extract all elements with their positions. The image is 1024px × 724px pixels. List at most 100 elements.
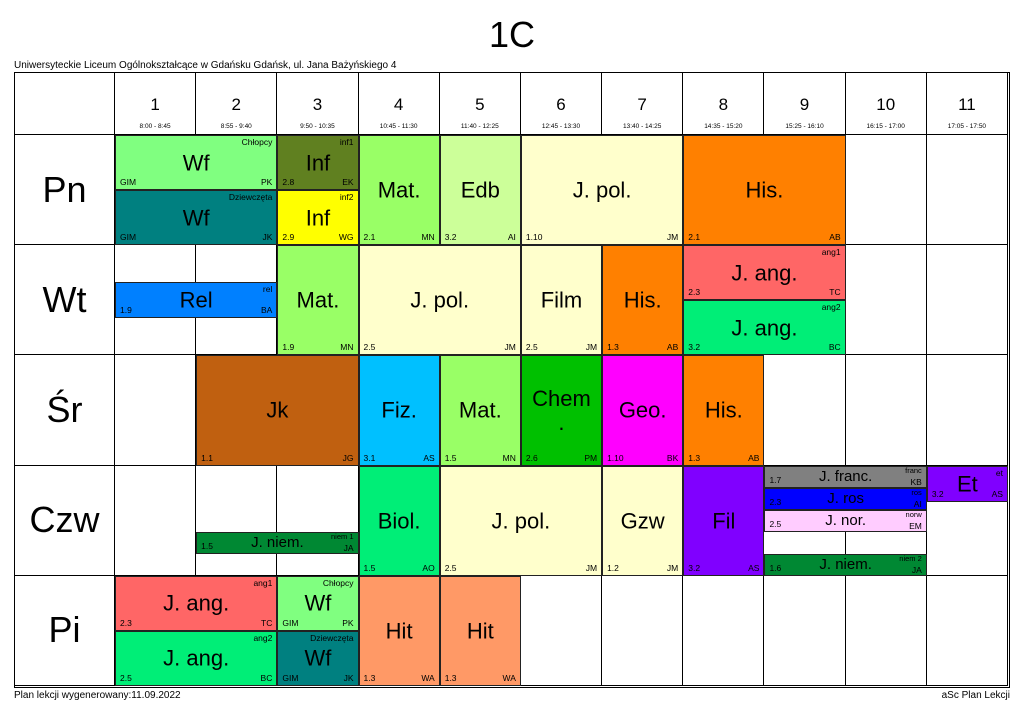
lesson-subject: J. ros: [827, 489, 864, 507]
lesson-block[interactable]: Hit 1.3 WA: [439, 575, 521, 686]
lesson-block[interactable]: Wf GIM PK Chłopcy: [115, 135, 278, 191]
lesson-block[interactable]: J. pol. 2.5 JM: [358, 245, 521, 356]
lesson-block[interactable]: J. pol. 1.10 JM: [520, 135, 684, 246]
lesson-teacher: AS: [748, 562, 760, 573]
lesson-block[interactable]: Edb 3.2 AI: [439, 135, 521, 246]
lesson-block[interactable]: J. franc. 1.7 KB franc: [764, 465, 927, 488]
lesson-block[interactable]: J. nor. 2.5 EM norw: [764, 509, 927, 532]
period-number: 8: [718, 95, 729, 114]
lesson-subject: Jk: [266, 397, 289, 423]
lesson-block[interactable]: Biol. 1.5 AO: [358, 465, 440, 576]
corner-cell: [15, 73, 115, 135]
period-header: 3 9:50 - 10:35: [277, 73, 359, 135]
lesson-block[interactable]: J. ang. 3.2 BC ang2: [683, 300, 846, 356]
lesson-block[interactable]: Fil 3.2 AS: [683, 465, 765, 576]
timetable-cell: [926, 355, 1008, 466]
lesson-room: GIM: [120, 232, 137, 243]
timetable-cell: [845, 135, 927, 246]
lesson-subject: J. ang.: [731, 260, 798, 286]
lesson-block[interactable]: Mat. 1.5 MN: [439, 355, 521, 466]
lesson-block[interactable]: His. 1.3 AB: [683, 355, 765, 466]
period-time: 9:50 - 10:35: [300, 123, 335, 130]
lesson-teacher: PM: [584, 452, 598, 463]
lesson-room: 2.5: [363, 342, 376, 353]
lesson-block[interactable]: Mat. 1.9 MN: [277, 245, 359, 356]
lesson-block[interactable]: J. ang. 2.3 TC ang1: [115, 575, 278, 631]
lesson-teacher: JK: [262, 232, 273, 243]
lesson-block[interactable]: Wf GIM JK Dziewczęta: [115, 190, 278, 246]
lesson-block[interactable]: Geo. 1.10 BK: [602, 355, 684, 466]
lesson-block[interactable]: Wf GIM JK Dziewczęta: [277, 630, 359, 686]
lesson-subject: Fil: [712, 508, 736, 534]
lesson-block[interactable]: Fiz. 3.1 AS: [358, 355, 440, 466]
lesson-teacher: TC: [261, 617, 273, 628]
lesson-block[interactable]: Hit 1.3 WA: [358, 575, 440, 686]
lesson-room: 1.10: [607, 452, 624, 463]
lesson-room: GIM: [282, 617, 299, 628]
day-name: Pn: [42, 168, 87, 210]
lesson-group: norw: [905, 509, 922, 519]
period-number: 4: [393, 95, 404, 114]
lesson-subject: Wf: [182, 150, 210, 175]
lesson-block[interactable]: His. 2.1 AB: [683, 135, 846, 246]
lesson-block[interactable]: Film 2.5 JM: [520, 245, 603, 356]
lesson-block[interactable]: Inf 2.8 EK inf1: [277, 135, 359, 191]
lesson-teacher: JK: [343, 672, 354, 683]
lesson-group: Dziewczęta: [310, 632, 354, 643]
lesson-subject: Inf: [305, 205, 331, 231]
lesson-subject: Mat.: [296, 287, 340, 313]
timetable-cell: [845, 575, 927, 686]
lesson-teacher: JA: [911, 564, 922, 575]
lesson-subject: Gzw: [620, 508, 665, 534]
lesson-teacher: BA: [261, 304, 273, 315]
lesson-room: 1.3: [607, 342, 619, 353]
lesson-block[interactable]: J. pol. 2.5 JM: [439, 465, 603, 576]
timetable-cell: [926, 135, 1008, 246]
day-label-cell: Czw: [15, 465, 115, 576]
timetable-cell: [764, 575, 846, 686]
lesson-block[interactable]: Et 3.2 AS et: [926, 465, 1008, 502]
lesson-block[interactable]: His. 1.3 AB: [602, 245, 684, 356]
lesson-block[interactable]: Rel 1.9 BA rel: [115, 281, 278, 318]
lesson-room: 1.5: [363, 562, 376, 573]
lesson-block[interactable]: Jk 1.1 JG: [196, 355, 359, 466]
lesson-group: ang1: [821, 247, 841, 258]
school-name: Uniwersyteckie Liceum Ogólnokształcące w…: [14, 60, 397, 71]
lesson-block[interactable]: J. ros 2.3 AI ros: [764, 487, 927, 510]
lesson-block[interactable]: Wf GIM PK Chłopcy: [277, 575, 359, 631]
period-header: 10 16:15 - 17:00: [845, 73, 927, 135]
lesson-block[interactable]: J. ang. 2.5 BC ang2: [115, 630, 278, 686]
timetable-cell: [602, 575, 684, 686]
lesson-room: 2.9: [282, 232, 295, 243]
lesson-group: ang2: [253, 632, 273, 643]
lesson-block[interactable]: J. niem. 1.6 JA niem 2: [764, 553, 927, 576]
period-number: 6: [556, 95, 566, 114]
lesson-block[interactable]: J. ang. 2.3 TC ang1: [683, 245, 846, 301]
lesson-subject: Mat.: [458, 397, 502, 423]
lesson-block[interactable]: J. niem. 1.5 JA niem 1: [196, 531, 359, 554]
period-number: 2: [231, 95, 241, 114]
lesson-teacher: MN: [421, 232, 435, 243]
lesson-block[interactable]: Chem. 2.6 PM: [520, 355, 603, 466]
lesson-block[interactable]: Gzw 1.2 JM: [602, 465, 684, 576]
lesson-room: 1.1: [201, 452, 213, 463]
lesson-subject: J. nor.: [825, 511, 867, 529]
app-credit: aSc Plan Lekcji: [941, 690, 1010, 701]
lesson-block[interactable]: Mat. 2.1 MN: [358, 135, 440, 246]
period-number: 11: [958, 95, 976, 114]
lesson-subject: Wf: [304, 590, 332, 616]
lesson-room: 1.9: [282, 342, 295, 353]
lesson-room: 3.2: [688, 342, 701, 353]
lesson-subject: J. ang.: [163, 590, 230, 616]
lesson-teacher: PK: [342, 617, 354, 628]
lesson-group: ang1: [253, 577, 273, 588]
period-number: 7: [637, 95, 647, 114]
lesson-subject: J. ang.: [163, 645, 230, 671]
timetable-cell: [926, 465, 1008, 576]
lesson-subject: Wf: [182, 205, 210, 231]
lesson-teacher: TC: [829, 287, 841, 298]
lesson-group: niem 1: [331, 531, 354, 541]
lesson-teacher: AO: [422, 562, 435, 573]
lesson-block[interactable]: Inf 2.9 WG inf2: [277, 190, 359, 246]
lesson-group: ang2: [821, 302, 841, 313]
